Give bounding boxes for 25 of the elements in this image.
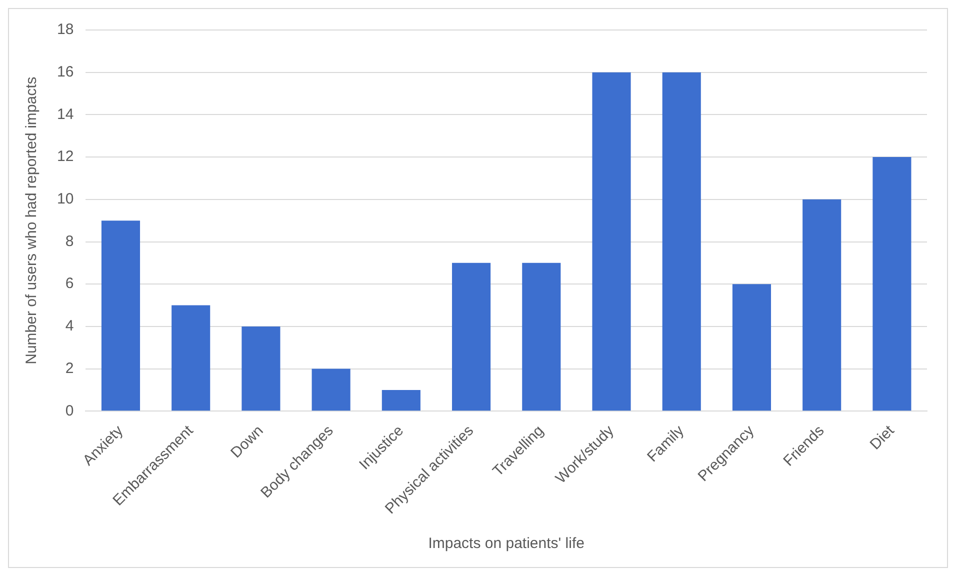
bar <box>522 262 561 411</box>
bar <box>732 284 772 411</box>
bar <box>382 390 420 411</box>
y-tick-label: 10 <box>56 190 74 208</box>
y-axis-title: Number of users who had reported impacts <box>23 76 40 364</box>
bar <box>101 220 140 411</box>
bar <box>452 262 491 411</box>
bar <box>312 368 350 411</box>
x-tick-label: Diet <box>866 422 898 454</box>
y-tick-label: 18 <box>56 21 74 38</box>
bar <box>802 199 842 411</box>
bar <box>872 157 912 411</box>
bar <box>592 72 631 411</box>
bar <box>242 326 280 411</box>
y-tick-label: 6 <box>65 275 74 292</box>
y-tick-label: 0 <box>65 402 74 420</box>
y-tick-label: 12 <box>56 148 74 166</box>
y-tick-label: 8 <box>65 232 74 250</box>
y-tick-label: 14 <box>56 106 74 123</box>
x-axis-title: Impacts on patients' life <box>428 535 584 552</box>
y-tick-label: 2 <box>65 360 74 377</box>
y-tick-label: 4 <box>65 318 74 335</box>
bar <box>172 305 210 411</box>
bar <box>662 72 701 411</box>
y-tick-label: 16 <box>56 63 74 80</box>
